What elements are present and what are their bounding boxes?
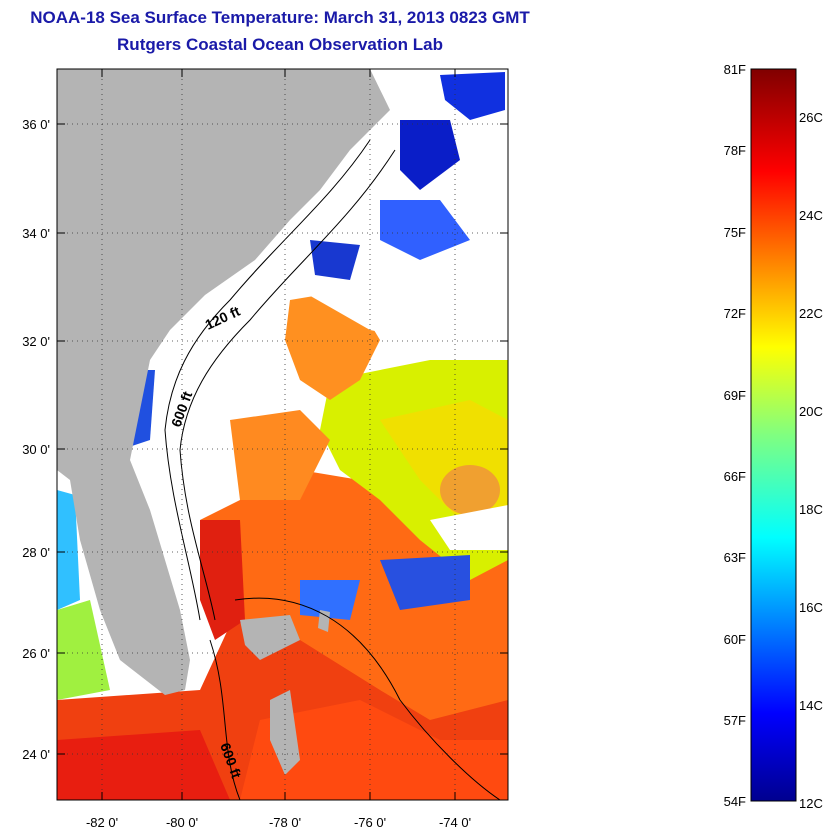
colorbar-label-f: 75F [724, 225, 746, 240]
colorbar-label-c: 12C [799, 796, 823, 811]
colorbar-label-c: 14C [799, 698, 823, 713]
lat-tick-label: 32 0' [22, 334, 50, 349]
colorbar-label-c: 24C [799, 208, 823, 223]
map-frame [56, 68, 509, 801]
colorbar-label-f: 69F [724, 388, 746, 403]
colorbar-label-c: 16C [799, 600, 823, 615]
lat-tick-label: 30 0' [22, 442, 50, 457]
colorbar-label-c: 22C [799, 306, 823, 321]
colorbar-label-f: 78F [724, 143, 746, 158]
colorbar-label-f: 72F [724, 306, 746, 321]
lat-tick-label: 34 0' [22, 226, 50, 241]
colorbar-label-f: 54F [724, 794, 746, 809]
colorbar-label-c: 18C [799, 502, 823, 517]
lat-tick-label: 36 0' [22, 117, 50, 132]
map-title: NOAA-18 Sea Surface Temperature: March 3… [30, 8, 530, 27]
lon-tick-label: -76 0' [354, 815, 386, 830]
map-subtitle: Rutgers Coastal Ocean Observation Lab [117, 35, 443, 54]
lat-tick-label: 26 0' [22, 646, 50, 661]
lon-tick-label: -80 0' [166, 815, 198, 830]
colorbar-label-f: 81F [724, 62, 746, 77]
colorbar-label-f: 57F [724, 713, 746, 728]
colorbar-label-c: 26C [799, 110, 823, 125]
lon-tick-label: -74 0' [439, 815, 471, 830]
land-mass [57, 69, 390, 695]
lat-tick-label: 24 0' [22, 747, 50, 762]
lon-tick-label: -78 0' [269, 815, 301, 830]
lat-tick-label: 28 0' [22, 545, 50, 560]
contour-120ft [164, 139, 371, 621]
map-panel [57, 69, 508, 800]
axis-ticks [57, 69, 508, 800]
cold-water-patch [400, 120, 460, 190]
lon-tick-label: -82 0' [86, 815, 118, 830]
graticule [57, 69, 508, 800]
colorbar-label-f: 63F [724, 550, 746, 565]
colorbar-label-c: 20C [799, 404, 823, 419]
colorbar-label-f: 66F [724, 469, 746, 484]
bahamas-island [240, 615, 300, 660]
contour-600ft [179, 149, 396, 621]
colorbar-label-f: 60F [724, 632, 746, 647]
colorbar [750, 68, 797, 802]
